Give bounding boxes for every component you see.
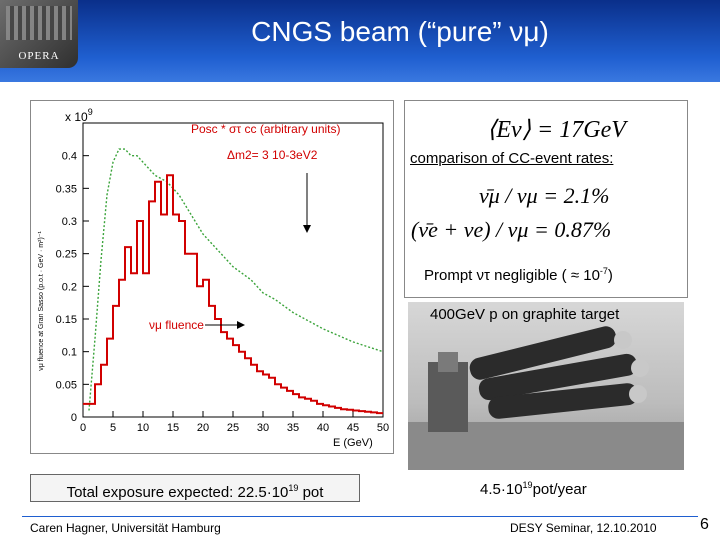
posc-cc-curve (88, 148, 384, 411)
y-tick-label: 0.35 (56, 183, 77, 195)
posc-arrowhead (303, 225, 311, 233)
photo-caption: 400GeV p on graphite target (430, 306, 620, 323)
x-tick-label: 25 (227, 422, 239, 434)
y-tick-label: 0.25 (56, 249, 77, 261)
prompt-tau-note: Prompt ντ negligible ( ≈ 10-7) (424, 266, 613, 284)
target-apparatus-illustration (408, 326, 684, 470)
x-tick-label: 15 (167, 422, 179, 434)
y-tick-label: 0.05 (56, 379, 77, 391)
x-tick-label: 5 (110, 422, 116, 434)
x-tick-label: 35 (287, 422, 299, 434)
x-tick-label: 10 (137, 422, 149, 434)
plot-frame (82, 122, 384, 418)
dm2-annotation: Δm2= 3 10-3eV2 (227, 148, 318, 162)
y-tick-label: 0.2 (62, 281, 77, 293)
y-tick-label: 0.15 (56, 314, 77, 326)
antineutrino-ratio-equation: ν̄μ / νμ = 2.1% (479, 183, 610, 208)
x-tick-label: 20 (197, 422, 209, 434)
posc-annotation: Posc * στ cc (arbitrary units) (191, 122, 341, 136)
fluence-label: νμ fluence (149, 318, 204, 332)
mean-energy-equation: ⟨Eν⟩ = 17GeV (487, 117, 626, 143)
graphite-target-photo (408, 302, 684, 470)
footer-author: Caren Hagner, Universität Hamburg (30, 521, 221, 535)
x-tick-label: 50 (377, 422, 389, 434)
page-number: 6 (700, 516, 709, 533)
y-multiplier: x 109 (65, 107, 93, 124)
y-tick-label: 0.3 (62, 216, 77, 228)
logo-building-graphic (6, 6, 72, 40)
y-axis-label: νμ fluence at Gran Sasso (p.o.t · GeV · … (38, 231, 45, 371)
beam-properties-box: ⟨Eν⟩ = 17GeV ν̄μ / νμ = 2.1% (ν̄e + νe) … (404, 100, 688, 298)
fluence-histogram (83, 174, 383, 415)
x-tick-label: 30 (257, 422, 269, 434)
fluence-arrowhead (237, 321, 245, 329)
comparison-label: comparison of CC-event rates: (410, 150, 614, 167)
pot-rate: 4.5·1019pot/year (480, 480, 587, 498)
fluence-plot-panel: 0 0.05 0.1 0.15 0.2 0.25 0.3 0.35 0.4 0 5 10 15 20 25 3… (30, 100, 394, 454)
x-tick-label: 45 (347, 422, 359, 434)
footer-divider (22, 516, 698, 517)
x-tick-label: 40 (317, 422, 329, 434)
x-axis-label: E (GeV) (333, 437, 373, 449)
x-tick-label: 0 (80, 422, 86, 434)
exposure-box: Total exposure expected: 22.5·1019 pot (30, 474, 360, 502)
electron-neutrino-ratio-equation: (ν̄e + νe) / νμ = 0.87% (411, 217, 612, 242)
y-tick-label: 0.4 (62, 151, 77, 163)
logo-text: OPERA (18, 50, 60, 62)
fluence-plot: 0 0.05 0.1 0.15 0.2 0.25 0.3 0.35 0.4 0 5 10 15 20 25 3… (38, 107, 389, 449)
y-tick-label: 0.1 (62, 347, 77, 359)
footer-event: DESY Seminar, 12.10.2010 (510, 521, 657, 535)
slide-title: CNGS beam (“pure” νμ) (251, 16, 549, 47)
y-tick-label: 0 (71, 412, 77, 424)
opera-logo: OPERA (0, 0, 78, 68)
slide-header: OPERA CNGS beam (“pure” νμ) (0, 0, 720, 82)
